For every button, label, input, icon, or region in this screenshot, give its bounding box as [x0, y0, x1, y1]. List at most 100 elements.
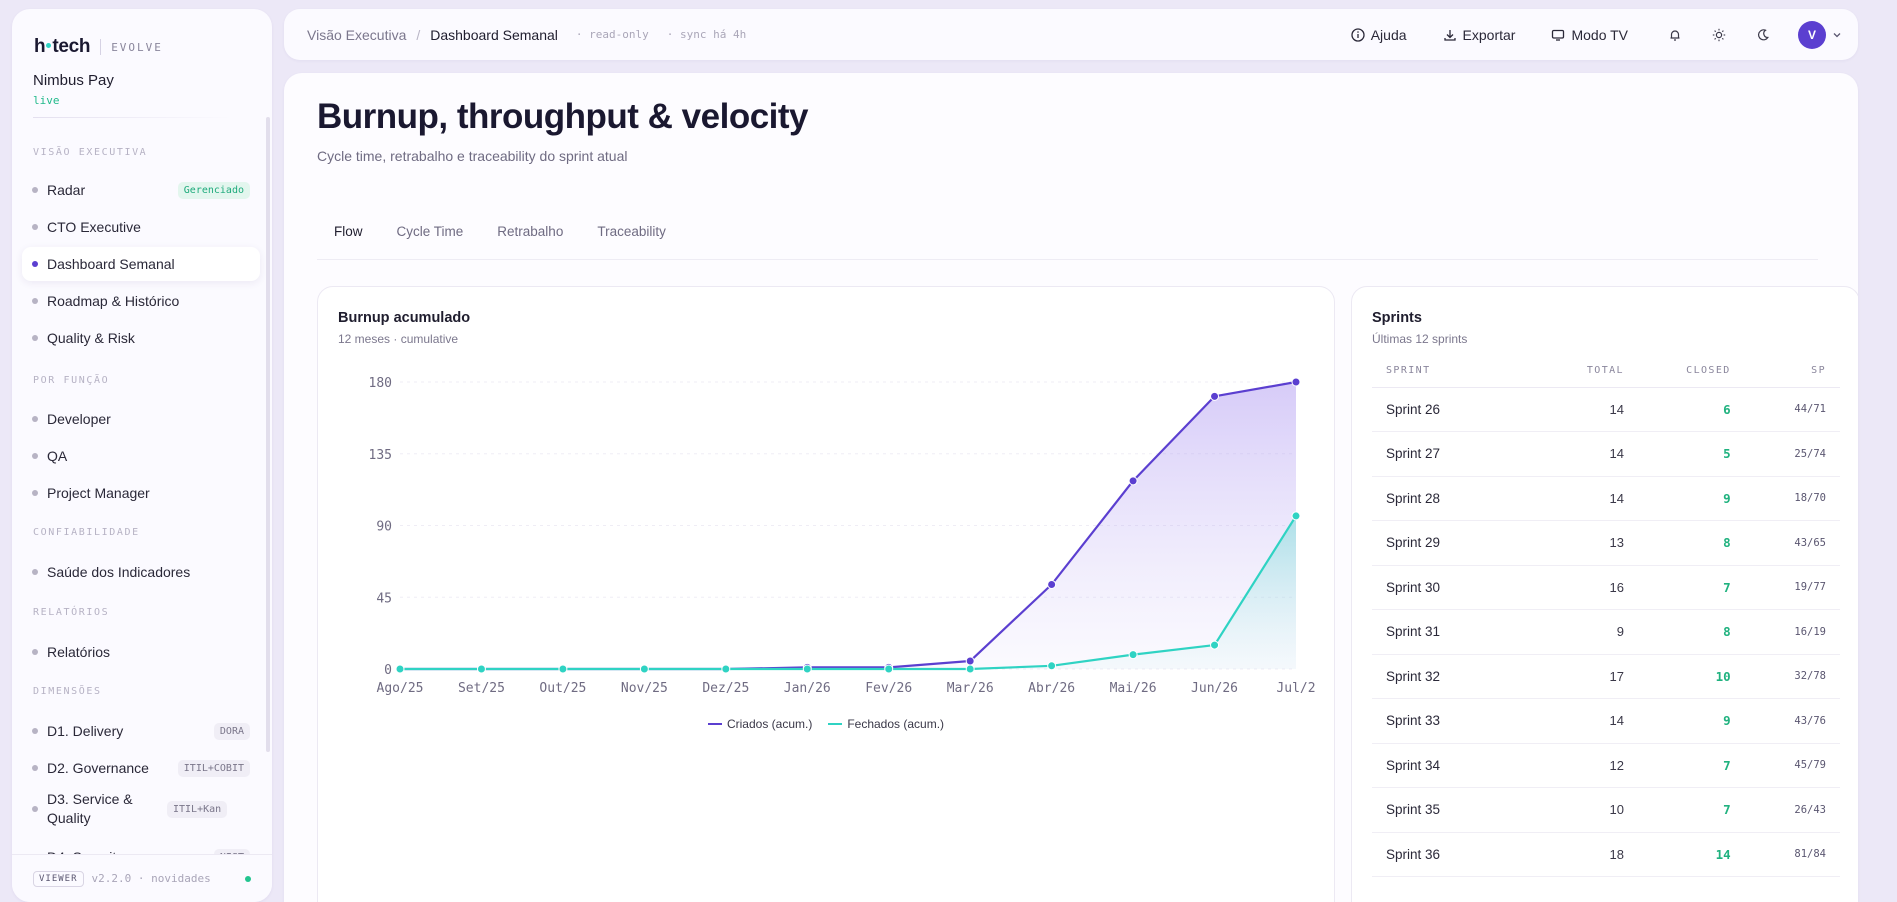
sidebar-item-relat-rios[interactable]: Relatórios — [22, 635, 260, 669]
help-button[interactable]: Ajuda — [1351, 27, 1407, 43]
user-avatar[interactable]: V — [1798, 20, 1826, 49]
table-row[interactable]: Sprint 36 18 14 81/84 — [1372, 832, 1840, 877]
table-row[interactable]: Sprint 32 17 10 32/78 — [1372, 654, 1840, 699]
bullet-icon — [32, 728, 38, 734]
sidebar-item-label: Dashboard Semanal — [47, 255, 175, 272]
tab-retrabalho[interactable]: Retrabalho — [497, 224, 564, 239]
topbar: Visão Executiva / Dashboard Semanal · re… — [284, 9, 1858, 60]
sprint-cell: Sprint 27 — [1372, 431, 1536, 477]
table-row[interactable]: Sprint 30 16 7 19/77 — [1372, 565, 1840, 610]
x-tick-label: Out/25 — [539, 681, 586, 696]
sidebar-item-label: D1. Delivery — [47, 722, 124, 739]
sidebar-section-label: POR FUNÇÃO — [33, 375, 110, 386]
table-row[interactable]: Sprint 27 14 5 25/74 — [1372, 431, 1840, 477]
sprint-cell: Sprint 30 — [1372, 565, 1536, 610]
sidebar-item-d2-governance[interactable]: D2. Governance ITIL+COBIT — [22, 751, 260, 785]
col-sp[interactable]: SP — [1730, 355, 1840, 388]
sprints-subtitle: Últimas 12 sprints — [1372, 332, 1468, 346]
chevron-down-icon[interactable] — [1832, 30, 1842, 40]
sp-cell: 43/65 — [1730, 520, 1840, 566]
legend-item-fechados[interactable]: Fechados (acum.) — [828, 717, 944, 731]
total-cell: 14 — [1535, 698, 1624, 744]
col-closed[interactable]: CLOSED — [1623, 355, 1731, 388]
x-tick-label: Mar/26 — [947, 681, 994, 696]
table-row[interactable]: Sprint 35 10 7 26/43 — [1372, 787, 1840, 833]
col-total[interactable]: TOTAL — [1535, 355, 1624, 388]
sidebar-item-sa-de-dos-indicadores[interactable]: Saúde dos Indicadores — [22, 555, 260, 589]
light-theme-button[interactable] — [1712, 28, 1726, 42]
series-area — [400, 515, 1296, 669]
data-point — [884, 664, 894, 674]
sidebar-item-roadmap-hist-rico[interactable]: Roadmap & Histórico — [22, 284, 260, 318]
data-point — [639, 664, 649, 674]
total-cell: 18 — [1535, 832, 1624, 877]
sidebar-scrollbar[interactable] — [266, 117, 270, 752]
tv-mode-button[interactable]: Modo TV — [1551, 27, 1628, 43]
monitor-icon — [1552, 29, 1565, 41]
legend-item-criados[interactable]: Criados (acum.) — [707, 717, 812, 731]
sidebar-item-dashboard-semanal[interactable]: Dashboard Semanal — [22, 247, 260, 281]
tab-traceability[interactable]: Traceability — [597, 224, 666, 239]
x-tick-label: Jun/26 — [1191, 681, 1238, 696]
closed-cell: 10 — [1623, 654, 1731, 699]
sidebar-item-label: Quality & Risk — [47, 329, 135, 346]
org-name[interactable]: Nimbus Pay — [33, 72, 114, 89]
sidebar-item-cto-executive[interactable]: CTO Executive — [22, 210, 260, 244]
product-name: EVOLVE — [111, 40, 163, 54]
sidebar-item-label: Radar — [47, 181, 86, 198]
logo: h tech — [34, 36, 91, 57]
closed-cell: 7 — [1623, 743, 1731, 788]
x-tick-label: Jul/2 — [1276, 681, 1315, 696]
table-row[interactable]: Sprint 33 14 9 43/76 — [1372, 698, 1840, 744]
burnup-chart[interactable]: 0 45 90 135 180 Ago/25 Set/25 Out/25 Nov/25 Dez/2… — [318, 287, 1336, 747]
y-tick-label: 45 — [376, 591, 392, 606]
total-cell: 16 — [1535, 565, 1624, 610]
table-row[interactable]: Sprint 28 14 9 18/70 — [1372, 476, 1840, 521]
bullet-icon — [32, 335, 38, 341]
tab-flow[interactable]: Flow — [334, 224, 363, 239]
y-tick-label: 180 — [369, 376, 392, 391]
x-tick-label: Nov/25 — [621, 681, 668, 696]
table-row[interactable]: Sprint 29 13 8 43/65 — [1372, 520, 1840, 566]
sidebar-item-d3-service-quality[interactable]: D3. Service & Quality ITIL+Kan — [22, 787, 260, 831]
sidebar-section-label: VISÃO EXECUTIVA — [33, 147, 148, 158]
sidebar-item-project-manager[interactable]: Project Manager — [22, 476, 260, 510]
data-point — [1047, 661, 1057, 671]
notifications-button[interactable] — [1668, 28, 1682, 42]
sidebar-item-label: Developer — [47, 410, 111, 427]
table-row[interactable]: Sprint 26 14 6 44/71 — [1372, 387, 1840, 432]
closed-cell: 14 — [1623, 832, 1731, 877]
sidebar-item-quality-risk[interactable]: Quality & Risk — [22, 321, 260, 355]
sprint-cell: Sprint 31 — [1372, 609, 1536, 655]
col-sprint[interactable]: SPRINT — [1372, 355, 1536, 388]
bullet-icon — [32, 224, 38, 230]
data-point — [1291, 377, 1301, 387]
sidebar-item-developer[interactable]: Developer — [22, 402, 260, 436]
role-badge: VIEWER — [33, 870, 84, 887]
sidebar-item-label: Roadmap & Histórico — [47, 292, 180, 309]
sidebar-item-d1-delivery[interactable]: D1. Delivery DORA — [22, 714, 260, 748]
export-button[interactable]: Exportar — [1443, 27, 1515, 43]
sidebar-item-badge: Gerenciado — [177, 181, 250, 199]
bullet-icon — [32, 765, 38, 771]
version-link[interactable]: v2.2.0 · novidades — [91, 872, 211, 885]
sp-cell: 45/79 — [1730, 743, 1840, 788]
sidebar: h tech EVOLVE Nimbus Pay live VISÃO EXECU… — [12, 9, 272, 902]
data-point — [721, 664, 731, 674]
closed-cell: 8 — [1623, 609, 1731, 655]
table-row[interactable]: Sprint 34 12 7 45/79 — [1372, 743, 1840, 788]
total-cell: 14 — [1535, 431, 1624, 477]
table-row[interactable]: Sprint 31 9 8 16/19 — [1372, 609, 1840, 655]
tab-cycle-time[interactable]: Cycle Time — [396, 224, 464, 239]
brand[interactable]: h tech EVOLVE — [34, 36, 163, 58]
sidebar-item-qa[interactable]: QA — [22, 439, 260, 473]
readonly-indicator: · read-only — [575, 28, 649, 41]
x-tick-label: Dez/25 — [702, 681, 749, 696]
dark-theme-button[interactable] — [1756, 28, 1770, 42]
sp-cell: 19/77 — [1730, 565, 1840, 610]
breadcrumb-parent[interactable]: Visão Executiva — [307, 26, 407, 43]
closed-cell: 7 — [1623, 787, 1731, 833]
sidebar-item-radar[interactable]: Radar Gerenciado — [22, 173, 260, 207]
sprint-cell: Sprint 36 — [1372, 832, 1536, 877]
closed-cell: 9 — [1623, 476, 1731, 521]
